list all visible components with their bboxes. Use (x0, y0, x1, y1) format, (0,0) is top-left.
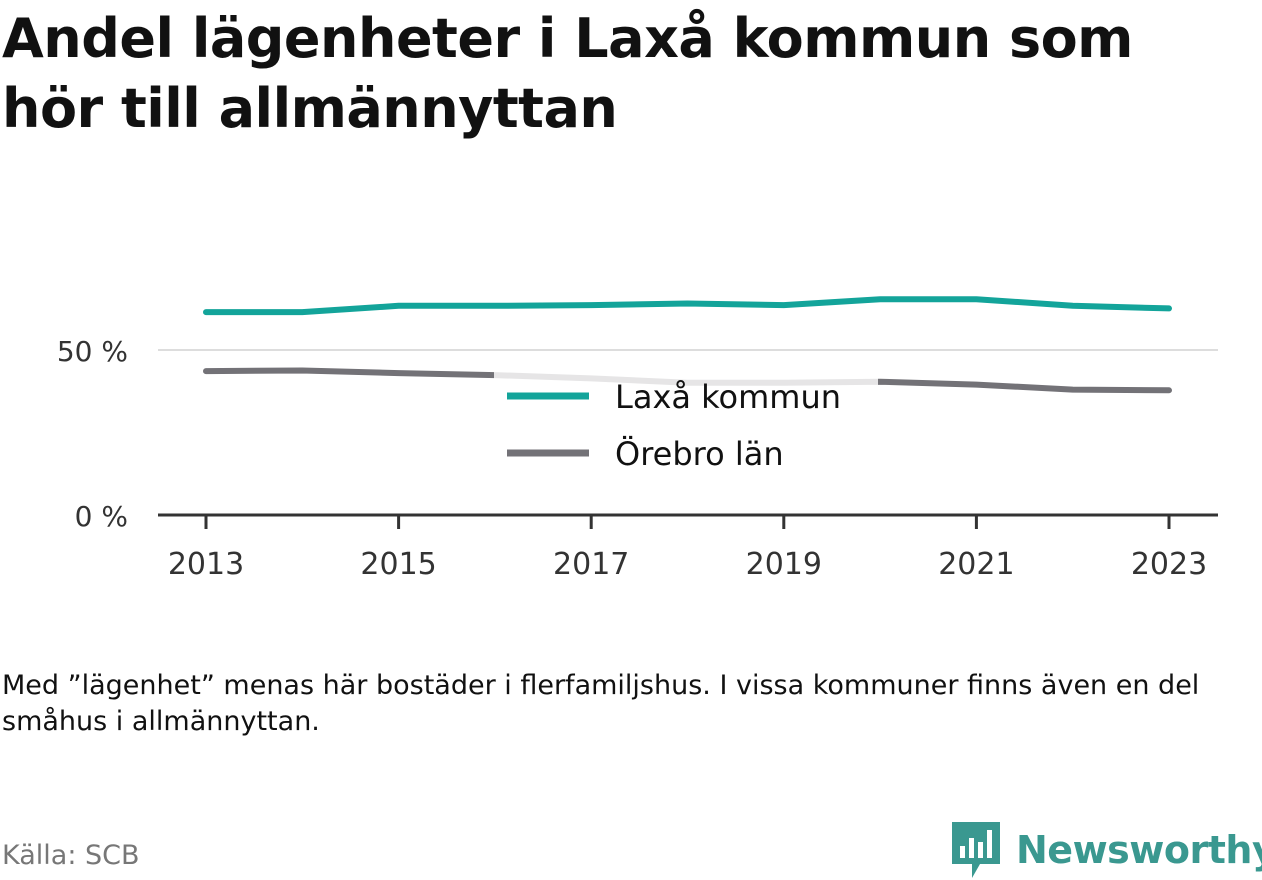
axes: 0 % 50 % 2013 2015 2017 2019 2021 2023 (57, 335, 1218, 582)
legend-label-0: Laxå kommun (615, 378, 841, 416)
bar-chart-speech-bubble-icon (952, 822, 1000, 878)
x-tick-label: 2013 (168, 547, 244, 582)
x-tick-label: 2017 (553, 547, 629, 582)
chart-note: Med ”lägenhet” menas här bostäder i fler… (2, 670, 1200, 737)
x-tick-label: 2021 (938, 547, 1014, 582)
x-tick-label: 2015 (360, 547, 436, 582)
source-label: Källa: SCB (2, 840, 140, 871)
legend-background (494, 372, 878, 482)
brand-logo: Newsworthy (950, 820, 1262, 880)
x-tick-label: 2023 (1131, 547, 1207, 582)
y-tick-label: 50 % (57, 335, 128, 368)
series-line-0 (203, 296, 1172, 316)
legend-label-1: Örebro län (615, 435, 784, 473)
x-tick-label: 2019 (746, 547, 822, 582)
y-tick-label: 0 % (75, 500, 128, 533)
chart-title: Andel lägenheter i Laxå kommun som hör t… (2, 7, 1133, 140)
brand-name: Newsworthy (1016, 828, 1262, 872)
legend: Laxå kommun Örebro län (494, 372, 878, 482)
